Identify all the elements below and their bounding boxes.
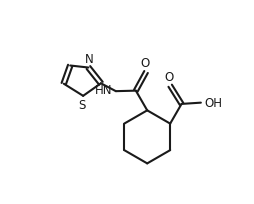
Text: O: O [164, 71, 173, 84]
Text: O: O [140, 57, 149, 70]
Text: S: S [78, 99, 86, 112]
Text: N: N [85, 53, 94, 66]
Text: OH: OH [204, 97, 222, 110]
Text: HN: HN [95, 84, 113, 97]
